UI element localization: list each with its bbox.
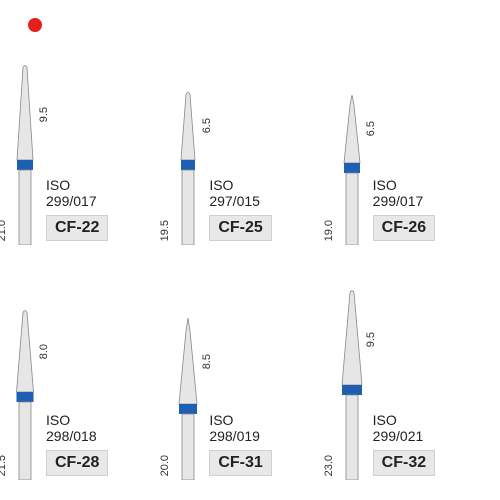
bur-cell: 9.523.0 ISO299/021 CF-32 bbox=[337, 255, 490, 480]
total-length-label: 20.0 bbox=[159, 455, 171, 476]
bur-cell: 6.519.0 ISO299/017 CF-26 bbox=[337, 20, 490, 245]
cf-badge: CF-31 bbox=[209, 450, 271, 476]
bur-info: ISO297/015 CF-25 bbox=[209, 178, 271, 241]
tip-length-label: 6.5 bbox=[365, 121, 377, 136]
iso-label: ISO bbox=[373, 413, 435, 428]
cf-badge: CF-22 bbox=[46, 215, 108, 241]
iso-label: ISO bbox=[209, 178, 271, 193]
total-length-label: 23.0 bbox=[323, 455, 335, 476]
bur-grid: 9.521.0ISO299/017CF-22 6.519.5ISO297/015… bbox=[0, 0, 500, 500]
cf-badge: CF-28 bbox=[46, 450, 108, 476]
bur-info: ISO299/017 CF-22 bbox=[46, 178, 108, 241]
bur-illustration: 9.523.0 bbox=[337, 255, 367, 480]
bur-cell: 9.521.0 ISO299/017 CF-22 bbox=[10, 20, 163, 245]
total-length-label: 19.5 bbox=[159, 220, 171, 241]
tip-length-label: 9.5 bbox=[38, 107, 50, 122]
bur-cell: 8.520.0 ISO298/019 CF-31 bbox=[173, 255, 326, 480]
bur-cell: 6.519.5 ISO297/015 CF-25 bbox=[173, 20, 326, 245]
bur-illustration: 6.519.0 bbox=[337, 20, 367, 245]
iso-label: ISO bbox=[46, 413, 108, 428]
tip-length-label: 9.5 bbox=[365, 332, 377, 347]
bur-info: ISO299/021 CF-32 bbox=[373, 413, 435, 476]
iso-label: ISO bbox=[373, 178, 435, 193]
iso-code: 299/017 bbox=[46, 194, 108, 209]
bur-illustration: 8.021.5 bbox=[10, 255, 40, 480]
bur-illustration: 8.520.0 bbox=[173, 255, 203, 480]
tip-length-label: 8.0 bbox=[38, 344, 50, 359]
cf-badge: CF-26 bbox=[373, 215, 435, 241]
iso-code: 297/015 bbox=[209, 194, 271, 209]
cf-badge: CF-25 bbox=[209, 215, 271, 241]
bur-info: ISO298/018 CF-28 bbox=[46, 413, 108, 476]
total-length-label: 21.0 bbox=[0, 220, 8, 241]
tip-length-label: 8.5 bbox=[201, 354, 213, 369]
iso-code: 299/017 bbox=[373, 194, 435, 209]
bur-illustration: 6.519.5 bbox=[173, 20, 203, 245]
iso-code: 299/021 bbox=[373, 429, 435, 444]
total-length-label: 21.5 bbox=[0, 455, 8, 476]
cf-badge: CF-32 bbox=[373, 450, 435, 476]
total-length-label: 19.0 bbox=[323, 220, 335, 241]
bur-info: ISO299/017 CF-26 bbox=[373, 178, 435, 241]
iso-label: ISO bbox=[209, 413, 271, 428]
tip-length-label: 6.5 bbox=[201, 118, 213, 133]
bur-info: ISO298/019 CF-31 bbox=[209, 413, 271, 476]
iso-label: ISO bbox=[46, 178, 108, 193]
iso-code: 298/019 bbox=[209, 429, 271, 444]
bur-illustration: 9.521.0 bbox=[10, 20, 40, 245]
bur-cell: 8.021.5 ISO298/018 CF-28 bbox=[10, 255, 163, 480]
iso-code: 298/018 bbox=[46, 429, 108, 444]
